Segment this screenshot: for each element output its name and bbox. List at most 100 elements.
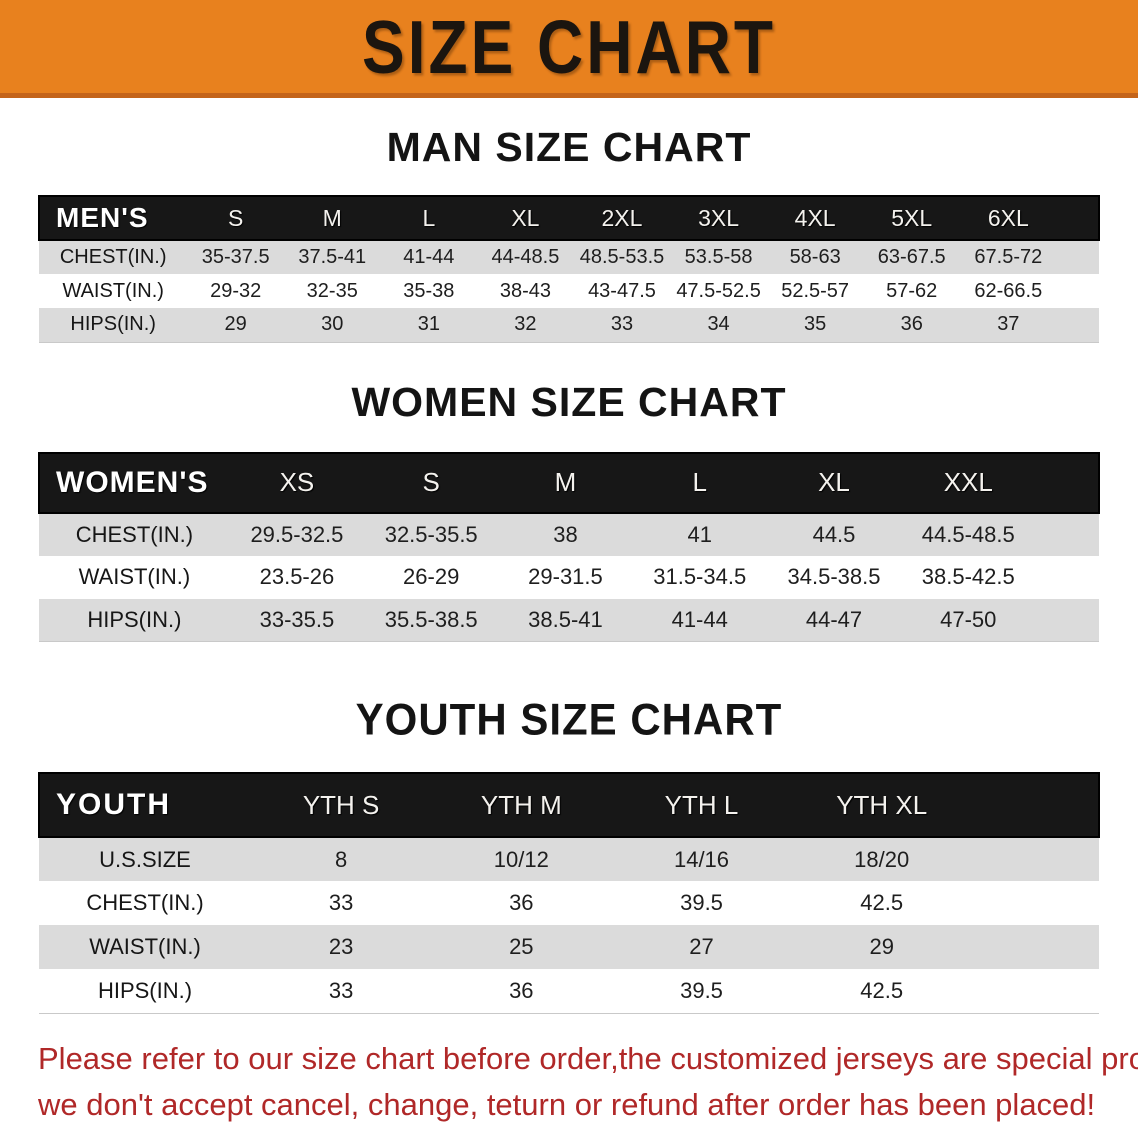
measurement-value: 29	[187, 308, 284, 342]
measurement-label: WAIST(IN.)	[39, 555, 230, 599]
measurement-value: 34	[670, 308, 767, 342]
measurement-value: 53.5-58	[670, 240, 767, 274]
size-column-header: 3XL	[670, 196, 767, 240]
measurement-value: 42.5	[791, 881, 972, 925]
measurement-value: 67.5-72	[960, 240, 1057, 274]
size-column-header: L	[380, 196, 478, 240]
filler-cell	[1035, 555, 1099, 599]
measurement-label: HIPS(IN.)	[39, 598, 230, 642]
measurement-value: 48.5-53.5	[573, 240, 671, 274]
filler-cell	[1056, 308, 1099, 342]
measurement-row: U.S.SIZE 8 10/12 14/16 18/20	[39, 837, 1099, 881]
measurement-value: 42.5	[791, 969, 972, 1013]
measurement-row: WAIST(IN.) 23 25 27 29	[39, 925, 1099, 969]
men-size-section: MAN SIZE CHART MEN'S S M L XL 2XL 3XL 4XL 5XL 6XL…	[38, 124, 1100, 343]
measurement-value: 36	[863, 308, 961, 342]
size-column-header: YTH S	[251, 773, 432, 837]
measurement-value: 32.5-35.5	[364, 512, 499, 556]
measurement-value: 47-50	[901, 598, 1036, 642]
measurement-value: 8	[251, 837, 432, 881]
measurement-label: WAIST(IN.)	[39, 925, 251, 969]
measurement-value: 18/20	[791, 837, 972, 881]
men-size-table: MEN'S S M L XL 2XL 3XL 4XL 5XL 6XL CHEST(IN.) 35-37…	[38, 195, 1100, 343]
measurement-value: 62-66.5	[960, 274, 1057, 308]
measurement-value: 38.5-42.5	[901, 555, 1036, 599]
measurement-value: 23.5-26	[229, 555, 365, 599]
measurement-value: 29-32	[187, 274, 284, 308]
measurement-value: 36	[431, 881, 612, 925]
size-column-header: S	[187, 196, 284, 240]
women-size-section: WOMEN SIZE CHART WOMEN'S XS S M L XL XXL CHEST(…	[38, 378, 1100, 642]
youth-size-table: YOUTH YTH S YTH M YTH L YTH XL U.S.SIZE 8 10/12…	[38, 772, 1100, 1014]
banner: SIZE CHART	[0, 0, 1138, 98]
filler-cell	[1035, 512, 1099, 556]
measurement-label: U.S.SIZE	[39, 837, 251, 881]
size-column-header: 5XL	[863, 196, 961, 240]
size-column-header: YTH XL	[791, 773, 972, 837]
size-column-header: M	[498, 452, 633, 513]
measurement-label: CHEST(IN.)	[39, 881, 251, 925]
size-header-row: WOMEN'S XS S M L XL XXL	[39, 452, 1099, 513]
measurement-label: CHEST(IN.)	[39, 240, 188, 274]
filler-cell	[971, 969, 1099, 1013]
men-section-heading: MAN SIZE CHART	[386, 124, 752, 170]
disclaimer-line-1: Please refer to our size chart before or…	[38, 1040, 1138, 1076]
filler-cell	[971, 837, 1099, 881]
measurement-value: 27	[611, 925, 792, 969]
measurement-value: 34.5-38.5	[766, 555, 902, 599]
size-header-row: YOUTH YTH S YTH M YTH L YTH XL	[39, 773, 1099, 837]
measurement-value: 33-35.5	[229, 598, 365, 642]
measurement-value: 33	[251, 881, 432, 925]
measurement-value: 58-63	[766, 240, 864, 274]
measurement-value: 63-67.5	[863, 240, 961, 274]
size-header-row: MEN'S S M L XL 2XL 3XL 4XL 5XL 6XL	[39, 196, 1099, 240]
filler-cell	[971, 773, 1099, 837]
measurement-value: 41-44	[632, 598, 767, 642]
disclaimer: Please refer to our size chart before or…	[38, 1036, 1138, 1129]
measurement-value: 35.5-38.5	[364, 598, 499, 642]
table-corner-label: YOUTH	[39, 773, 251, 837]
measurement-row: HIPS(IN.) 29 30 31 32 33 34 35 36 37	[39, 308, 1099, 342]
measurement-value: 43-47.5	[573, 274, 671, 308]
measurement-label: HIPS(IN.)	[39, 308, 188, 342]
measurement-value: 14/16	[611, 837, 792, 881]
measurement-label: HIPS(IN.)	[39, 969, 251, 1013]
measurement-value: 31	[380, 308, 478, 342]
measurement-value: 44-48.5	[477, 240, 574, 274]
measurement-value: 44-47	[766, 598, 902, 642]
measurement-value: 29.5-32.5	[229, 512, 365, 556]
filler-cell	[1035, 452, 1099, 513]
size-column-header: XL	[477, 196, 574, 240]
size-column-header: XXL	[901, 452, 1036, 513]
measurement-row: CHEST(IN.) 35-37.5 37.5-41 41-44 44-48.5 48.5…	[39, 240, 1099, 274]
measurement-value: 29	[791, 925, 972, 969]
measurement-value: 37.5-41	[283, 240, 381, 274]
youth-size-section: YOUTH SIZE CHART YOUTH YTH S YTH M YTH L YTH…	[38, 695, 1100, 1014]
measurement-row: WAIST(IN.) 23.5-26 26-29 29-31.5 31.5-34.5 34…	[39, 555, 1099, 599]
filler-cell	[1056, 196, 1099, 240]
size-column-header: 6XL	[960, 196, 1057, 240]
filler-cell	[971, 881, 1099, 925]
measurement-label: CHEST(IN.)	[39, 512, 230, 556]
measurement-value: 23	[251, 925, 432, 969]
measurement-value: 36	[431, 969, 612, 1013]
measurement-label: WAIST(IN.)	[39, 274, 188, 308]
measurement-value: 37	[960, 308, 1057, 342]
measurement-value: 32	[477, 308, 574, 342]
measurement-row: CHEST(IN.) 29.5-32.5 32.5-35.5 38 41 44.5 44.5…	[39, 512, 1099, 556]
size-column-header: YTH M	[431, 773, 612, 837]
disclaimer-line-2: we don't accept cancel, change, teturn o…	[38, 1087, 1096, 1122]
measurement-value: 35-37.5	[187, 240, 284, 274]
measurement-value: 35	[766, 308, 864, 342]
measurement-value: 57-62	[863, 274, 961, 308]
measurement-value: 25	[431, 925, 612, 969]
women-section-heading: WOMEN SIZE CHART	[351, 378, 787, 425]
measurement-value: 41	[632, 512, 767, 556]
size-column-header: L	[632, 452, 767, 513]
measurement-value: 30	[283, 308, 381, 342]
table-corner-label: MEN'S	[39, 196, 188, 240]
measurement-value: 33	[573, 308, 671, 342]
table-corner-label: WOMEN'S	[39, 452, 230, 513]
measurement-value: 47.5-52.5	[670, 274, 767, 308]
measurement-value: 38.5-41	[498, 598, 633, 642]
